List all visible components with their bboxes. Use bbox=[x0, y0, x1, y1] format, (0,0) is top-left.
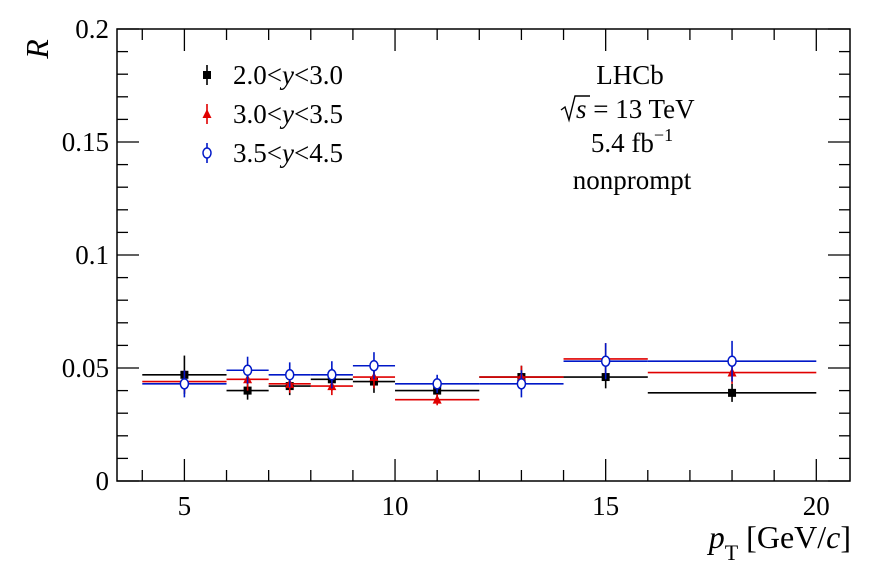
marker-open-circle bbox=[432, 378, 442, 390]
y-axis-label: R bbox=[19, 39, 55, 60]
energy-rest: = 13 TeV bbox=[587, 94, 696, 124]
legend-entry-1-var: y bbox=[279, 60, 294, 90]
legend-entry-3-post: <4.5 bbox=[294, 138, 343, 168]
marker-open-circle bbox=[369, 359, 379, 372]
energy-label: s = 13 TeV bbox=[576, 94, 695, 124]
x-axis-label-unit-c: c bbox=[826, 519, 840, 555]
x-tick-label: 5 bbox=[178, 491, 192, 521]
marker-triangle bbox=[202, 109, 212, 118]
data-point bbox=[647, 383, 817, 402]
energy-sqrt-var: s bbox=[576, 94, 587, 124]
legend-entry-3-pre: 3.5< bbox=[233, 138, 282, 168]
series-layer bbox=[142, 340, 817, 406]
legend-markers bbox=[202, 65, 212, 163]
legend-marker-3 bbox=[202, 143, 212, 163]
x-tick-label: 15 bbox=[592, 491, 619, 521]
luminosity-label: 5.4 fb−1 bbox=[591, 125, 673, 158]
x-axis-label: pT [GeV/c] bbox=[707, 519, 851, 565]
y-tick-label: 0.2 bbox=[75, 14, 109, 44]
legend-entry-1-pre: 2.0< bbox=[233, 60, 282, 90]
marker-open-circle bbox=[202, 147, 212, 159]
marker-open-circle bbox=[516, 378, 527, 390]
legend-entry-2-post: <3.5 bbox=[294, 99, 343, 129]
data-point bbox=[142, 370, 227, 398]
y-tick-label: 0.1 bbox=[75, 240, 109, 270]
x-tick-label: 10 bbox=[382, 491, 409, 521]
annotation-block: LHCb s = 13 TeV 5.4 fb−1 nonprompt bbox=[560, 60, 695, 195]
sqrt-symbol bbox=[560, 95, 590, 123]
marker-square bbox=[728, 388, 737, 397]
data-point bbox=[226, 356, 269, 384]
data-point bbox=[563, 343, 648, 380]
data-point bbox=[647, 340, 817, 382]
marker-open-circle bbox=[179, 378, 190, 390]
x-axis-label-sub: T bbox=[725, 540, 739, 565]
marker-square bbox=[203, 71, 211, 79]
marker-open-circle bbox=[727, 355, 737, 367]
marker-open-circle bbox=[284, 369, 295, 381]
legend-entry-1-post: <3.0 bbox=[294, 60, 343, 90]
marker-open-circle bbox=[327, 369, 337, 381]
legend-entry-1: 2.0<y<3.0 bbox=[233, 60, 343, 90]
series-2 bbox=[142, 343, 817, 406]
plot-frame bbox=[116, 28, 851, 482]
experiment-label: LHCb bbox=[596, 60, 664, 90]
y-tick-label: 0 bbox=[96, 466, 110, 496]
legend-entry-3-var: y bbox=[279, 138, 294, 168]
x-axis-label-unit-open: [GeV/ bbox=[738, 519, 826, 555]
data-point bbox=[268, 362, 311, 388]
data-point bbox=[395, 393, 480, 406]
axes: 0 0.05 0.1 0.15 0.2 5 10 15 20 bbox=[62, 14, 850, 521]
x-axis-label-var: p bbox=[707, 519, 725, 555]
legend-marker-2 bbox=[202, 104, 212, 124]
data-point bbox=[310, 361, 353, 389]
y-tick-label: 0.05 bbox=[62, 353, 109, 383]
legend-entry-2: 3.0<y<3.5 bbox=[233, 99, 343, 129]
category-label: nonprompt bbox=[573, 165, 692, 195]
legend-marker-1 bbox=[203, 65, 211, 85]
luminosity-value: 5.4 fb bbox=[591, 128, 654, 158]
legend: 2.0<y<3.0 3.0<y<3.5 3.5<y<4.5 bbox=[202, 60, 343, 168]
data-point bbox=[395, 374, 480, 393]
marker-open-circle bbox=[242, 364, 253, 377]
series-3 bbox=[142, 340, 817, 398]
legend-entry-3: 3.5<y<4.5 bbox=[233, 138, 343, 168]
x-axis-label-unit-close: ] bbox=[840, 519, 851, 555]
luminosity-exponent: −1 bbox=[654, 125, 673, 145]
data-point bbox=[352, 352, 396, 380]
marker-open-circle bbox=[600, 355, 611, 367]
x-tick-label: 20 bbox=[803, 491, 830, 521]
marker-triangle bbox=[432, 394, 442, 404]
legend-entry-2-pre: 3.0< bbox=[233, 99, 282, 129]
legend-entry-2-var: y bbox=[279, 99, 294, 129]
y-tick-label: 0.15 bbox=[62, 127, 109, 157]
data-point bbox=[479, 370, 564, 398]
